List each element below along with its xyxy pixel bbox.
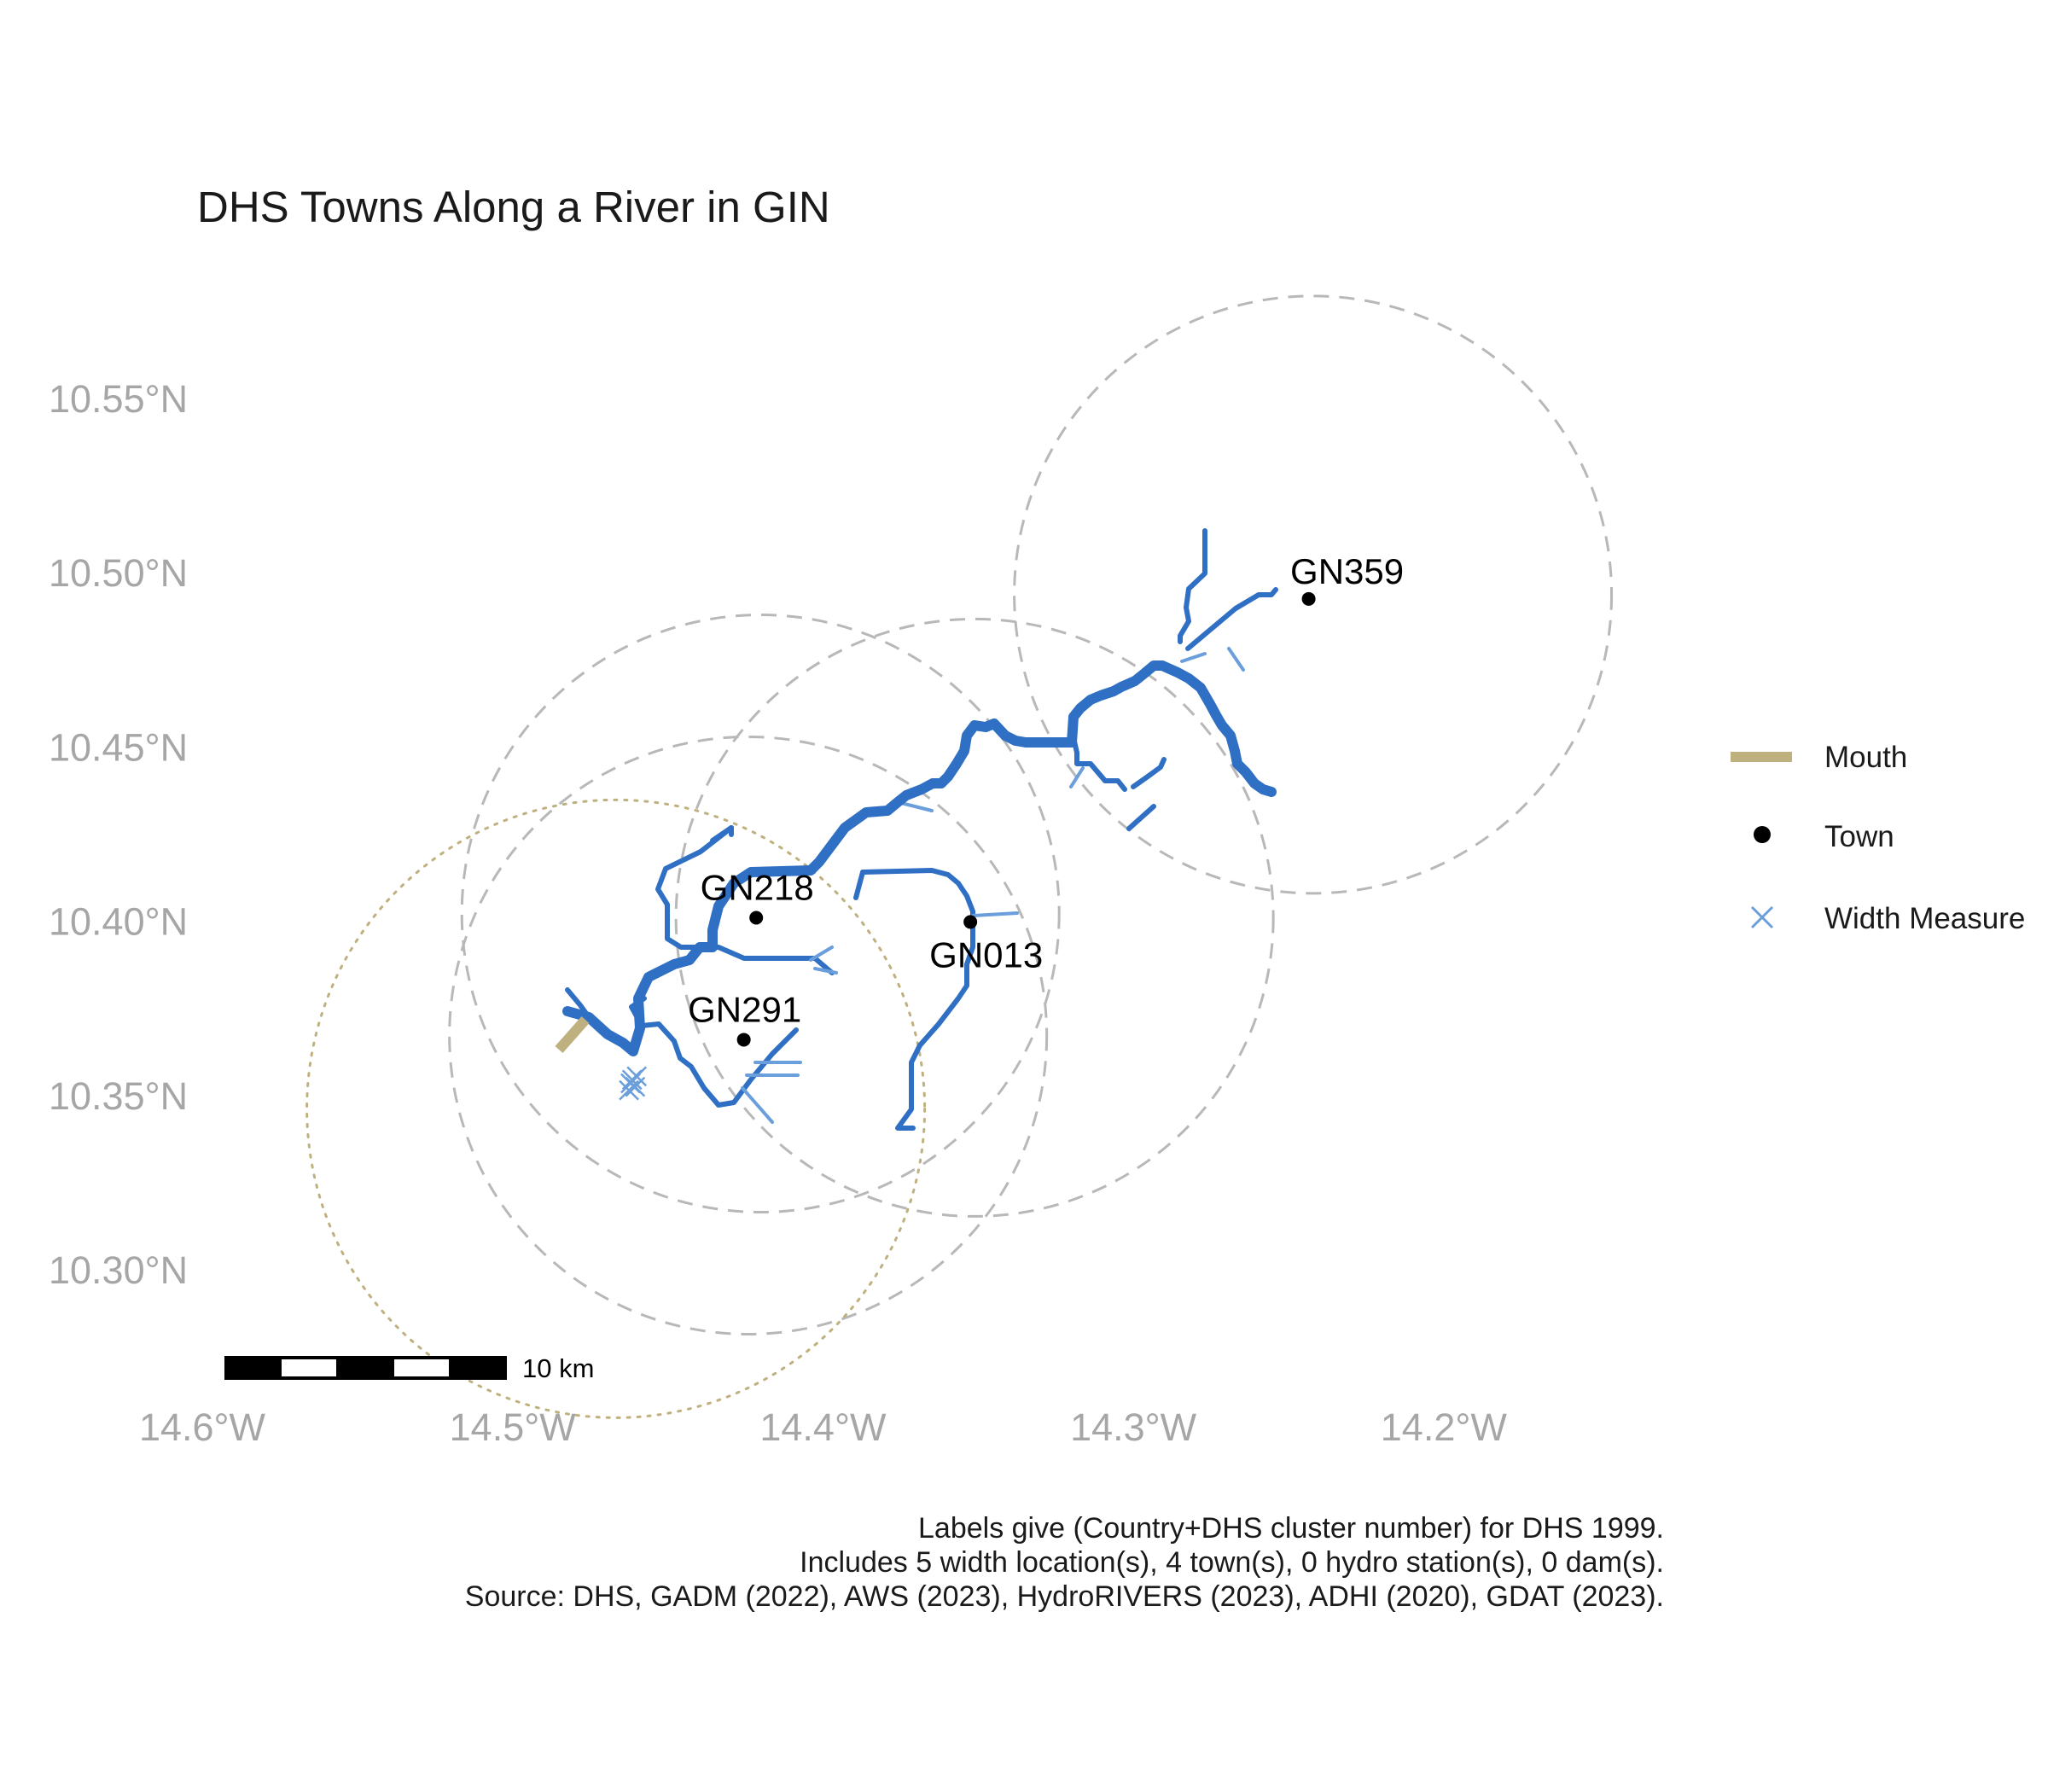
river-stub <box>971 911 1019 917</box>
town-buffer-circle <box>674 617 1275 1218</box>
river-stub <box>1227 647 1245 672</box>
y-axis: 10.55°N 10.50°N 10.45°N 10.40°N 10.35°N 10.30… <box>49 377 188 1292</box>
scale-bar-segment <box>282 1359 336 1376</box>
scale-bar-frame <box>224 1356 507 1380</box>
caption-line-labels: Labels give (Country+DHS cluster number)… <box>918 1512 1664 1545</box>
legend-width-measure-swatch <box>1750 905 1774 929</box>
town-markers: GN359 GN218 GN013 GN291 <box>688 551 1404 1047</box>
caption-line-counts: Includes 5 width location(s), 4 town(s),… <box>800 1546 1664 1579</box>
legend: Mouth Town Width Measure <box>1731 741 2025 935</box>
river-stub <box>813 967 838 975</box>
town-label: GN218 <box>701 868 814 908</box>
mouth-buffer-circle <box>305 798 927 1419</box>
legend-label-width-measure: Width Measure <box>1824 902 2025 935</box>
town-marker <box>749 911 764 925</box>
y-tick-label: 10.40°N <box>49 900 188 944</box>
town-buffer-circle <box>460 614 1061 1214</box>
town-marker <box>963 915 978 929</box>
legend-label-mouth: Mouth <box>1824 741 1907 774</box>
town-label: GN291 <box>688 989 801 1029</box>
river-network <box>562 528 1278 1131</box>
x-axis: 14.6°W 14.5°W 14.4°W 14.3°W 14.2°W <box>139 1405 1507 1449</box>
width-measure-marker <box>620 1073 641 1094</box>
river-stub <box>1069 766 1085 788</box>
river-tributary <box>1131 757 1167 789</box>
river-tributary <box>1178 528 1207 644</box>
river-stub <box>809 945 834 962</box>
town-buffer-circle <box>448 735 1049 1335</box>
x-tick-label: 14.2°W <box>1381 1405 1508 1449</box>
river-tributary <box>655 825 835 975</box>
town-label: GN013 <box>929 934 1043 975</box>
buffer-circles <box>305 294 1614 1419</box>
river-tributary <box>853 868 975 1131</box>
town-buffer-circle <box>1013 294 1614 895</box>
y-tick-label: 10.45°N <box>49 725 188 769</box>
scale-bar-label: 10 km <box>522 1353 594 1383</box>
y-tick-label: 10.30°N <box>49 1248 188 1292</box>
width-measure-marker <box>619 1079 639 1101</box>
legend-label-town: Town <box>1824 820 1894 853</box>
x-tick-label: 14.5°W <box>450 1405 577 1449</box>
town-marker <box>1301 591 1316 606</box>
town-marker <box>736 1033 751 1047</box>
scale-bar: 10 km <box>224 1353 594 1383</box>
y-tick-label: 10.35°N <box>49 1074 188 1118</box>
caption: Labels give (Country+DHS cluster number)… <box>465 1512 1664 1613</box>
legend-town-swatch <box>1754 826 1771 843</box>
river-tributary <box>1185 587 1278 651</box>
river-tributary <box>1126 804 1156 831</box>
river-tributary <box>1070 731 1127 792</box>
width-measures <box>619 1066 648 1101</box>
river-stub <box>1180 652 1207 663</box>
caption-line-sources: Source: DHS, GADM (2022), AWS (2023), Hy… <box>465 1580 1664 1613</box>
x-tick-label: 14.4°W <box>759 1405 887 1449</box>
y-tick-label: 10.50°N <box>49 551 188 595</box>
x-tick-label: 14.6°W <box>139 1405 266 1449</box>
river-stub <box>741 1086 774 1124</box>
river-main-stem <box>562 660 1277 1056</box>
town-label: GN359 <box>1290 551 1404 591</box>
river-mouth-segment <box>555 1016 590 1053</box>
map-title: DHS Towns Along a River in GIN <box>197 183 830 231</box>
y-tick-label: 10.55°N <box>49 377 188 421</box>
scale-bar-segment <box>394 1359 449 1376</box>
x-tick-label: 14.3°W <box>1070 1405 1197 1449</box>
